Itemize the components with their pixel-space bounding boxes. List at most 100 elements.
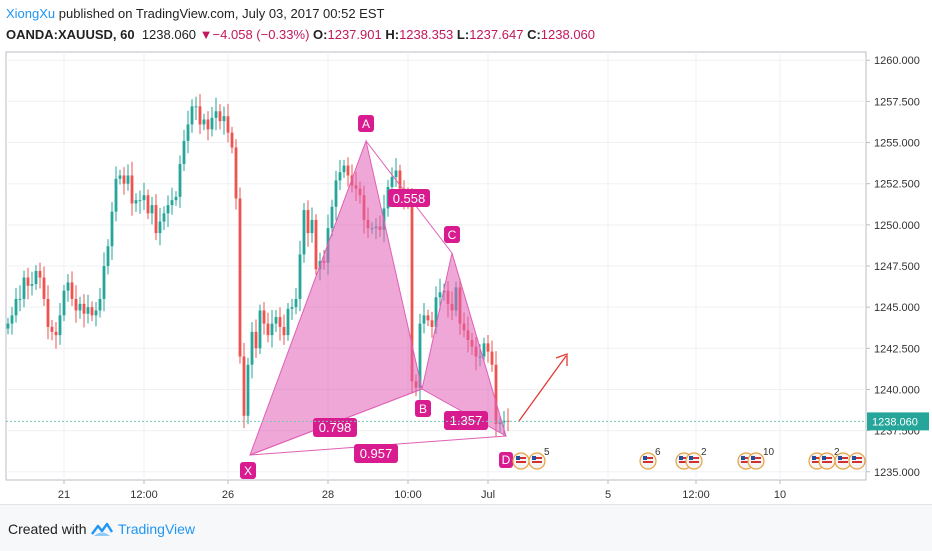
candle-body xyxy=(290,307,294,309)
grid-lines xyxy=(6,52,866,480)
point-b-label: B xyxy=(415,400,431,417)
candle-body xyxy=(346,165,350,176)
y-tick-label: 1252.500 xyxy=(874,179,920,191)
last-price: 1238.060 xyxy=(141,27,197,42)
y-tick-label: 1257.500 xyxy=(874,96,920,108)
ratio-0-558: 0.558 xyxy=(388,189,430,207)
candle-body xyxy=(298,254,302,299)
candle-body xyxy=(398,170,402,189)
candle-body xyxy=(114,178,118,212)
candle-body xyxy=(434,297,438,327)
ratio-1-357-text: 1.357 xyxy=(450,413,483,428)
flag-canton xyxy=(679,456,683,460)
publish-info: published on TradingView.com, July 03, 2… xyxy=(55,6,385,21)
candle-body xyxy=(174,196,178,201)
event-count: 2 xyxy=(701,447,707,458)
candle-body xyxy=(90,307,94,316)
candle-body xyxy=(6,323,10,329)
point-b-text: B xyxy=(419,402,427,416)
y-tick-label: 1242.500 xyxy=(874,343,920,355)
candle-body xyxy=(194,106,198,108)
candle-body xyxy=(38,270,42,278)
candle-body xyxy=(50,326,54,332)
candle-body xyxy=(238,198,242,357)
us-flag-event-icon: 2 xyxy=(685,447,707,470)
point-d-label: D xyxy=(499,452,513,468)
tradingview-link[interactable]: TradingView xyxy=(118,521,196,537)
candle-body xyxy=(274,317,278,324)
candle-body xyxy=(22,277,26,299)
candle-body xyxy=(138,200,142,202)
x-tick-label: Jul xyxy=(481,489,495,501)
candle-body xyxy=(206,119,210,130)
price-chart[interactable]: 1260.000 1257.500 1255.000 1252.500 1250.000… xyxy=(0,0,932,504)
candle-body xyxy=(286,308,290,336)
candle-body xyxy=(98,298,102,311)
candle-body xyxy=(58,315,62,336)
ratio-0-558-text: 0.558 xyxy=(393,191,426,206)
ohlc-line: OANDA:XAUUSD, 60 1238.060 ▼−4.058 (−0.33… xyxy=(6,27,595,42)
candle-body xyxy=(74,298,78,311)
candle-body xyxy=(70,282,74,299)
flag-canton xyxy=(751,456,755,460)
y-tick-label: 1245.000 xyxy=(874,302,920,314)
ratio-0-957: 0.957 xyxy=(354,444,398,463)
us-flag-event-icon xyxy=(512,452,530,470)
candle-body xyxy=(390,177,394,187)
y-tick-label: 1250.000 xyxy=(874,220,920,232)
candle-body xyxy=(330,206,334,229)
candle-body xyxy=(410,201,414,382)
flag-canton xyxy=(532,456,536,460)
high-label: H: xyxy=(385,27,400,42)
ratio-1-357: 1.357 xyxy=(444,411,488,430)
economic-events[interactable]: 5 6 2 10 2 xyxy=(512,447,866,470)
candle-body xyxy=(490,351,494,365)
us-flag-event-icon: 10 xyxy=(747,447,775,470)
flag-stripe xyxy=(751,457,761,459)
current-price-box xyxy=(867,412,929,431)
current-price-tag: 1238.060 xyxy=(6,412,929,431)
flag-stripe xyxy=(838,461,848,463)
event-count: 6 xyxy=(655,447,661,458)
candle-body xyxy=(78,303,82,311)
point-x-text: X xyxy=(244,464,252,478)
x-tick-label: 12:00 xyxy=(130,489,158,501)
flag-canton xyxy=(516,456,520,460)
candle-body xyxy=(106,246,110,266)
low-label: L: xyxy=(456,27,470,42)
projection-arrow xyxy=(518,353,568,422)
tradingview-logo-icon xyxy=(91,522,114,536)
candle-body xyxy=(202,119,206,125)
flag-stripe xyxy=(741,457,751,459)
candle-body xyxy=(170,200,174,206)
candle-body xyxy=(394,170,398,178)
candle-body xyxy=(226,116,230,133)
x-tick-label: 10:00 xyxy=(394,489,422,501)
y-tick-label: 1255.000 xyxy=(874,138,920,150)
candle-body xyxy=(494,364,498,425)
candle-body xyxy=(242,356,246,416)
harmonic-pattern[interactable] xyxy=(249,139,507,456)
footer-bar: Created with TradingView xyxy=(0,504,932,551)
x-tick-label: 5 xyxy=(605,489,611,501)
author-link[interactable]: XiongXu xyxy=(6,6,56,21)
candle-body xyxy=(486,343,490,352)
us-flag-event-icon: 6 xyxy=(639,447,661,470)
flag-canton xyxy=(822,456,826,460)
candle-body xyxy=(14,298,18,316)
ratio-0-798: 0.798 xyxy=(313,418,357,437)
candle-body xyxy=(118,175,122,179)
candle-body xyxy=(146,195,150,214)
candle-body xyxy=(178,163,182,197)
flag-stripe xyxy=(516,457,526,459)
candle-body xyxy=(306,210,310,234)
change-value: −4.058 (−0.33%) xyxy=(212,27,310,42)
candle-body xyxy=(30,284,34,286)
candle-body xyxy=(422,315,426,324)
flag-stripe xyxy=(689,461,699,463)
candle-body xyxy=(122,175,126,184)
candle-body xyxy=(418,323,422,388)
candle-body xyxy=(222,116,226,122)
candle-body xyxy=(310,219,314,234)
x-tick-label: 26 xyxy=(222,489,234,501)
